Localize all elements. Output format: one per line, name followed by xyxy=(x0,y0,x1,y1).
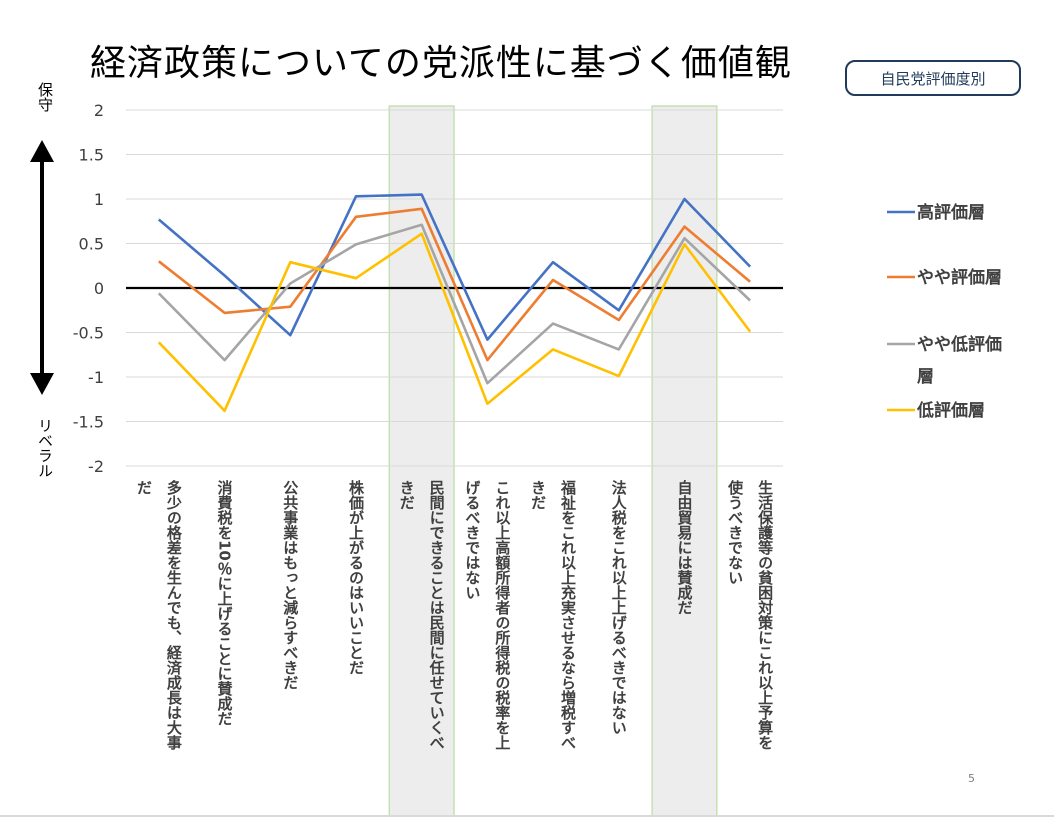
legend-label-2: やや低評価 xyxy=(917,334,1002,355)
bottom-rule xyxy=(0,815,1054,817)
x-category-label: げるべきではない xyxy=(463,480,481,600)
y-axis-top-label: 保守 xyxy=(36,82,54,112)
y-tick-label: 1.5 xyxy=(79,146,104,165)
arrow-up-icon xyxy=(30,140,54,162)
x-category-label: 民間にできることは民間に任せていくべ xyxy=(428,480,446,750)
highlight-band-8 xyxy=(651,105,718,817)
legend-label-3: 低評価層 xyxy=(916,400,985,421)
series-line-1 xyxy=(157,207,751,362)
y-tick-label: 0.5 xyxy=(79,235,104,254)
series-line-3 xyxy=(157,232,752,413)
slide-number: 5 xyxy=(968,772,975,785)
y-tick-label: 0 xyxy=(94,279,104,298)
series-line-0 xyxy=(157,193,752,341)
x-category-label: 法人税をこれ以上上げるべきではない xyxy=(610,479,628,735)
y-tick-label: 1 xyxy=(94,190,104,209)
legend-label-1: やや評価層 xyxy=(917,267,1002,288)
arrow-down-icon xyxy=(30,373,54,395)
x-category-label: 生活保護等の貧困対策にこれ以上予算を xyxy=(756,479,774,750)
x-category-label: 自由貿易には賛成だ xyxy=(675,479,693,615)
page-title: 経済政策についての党派性に基づく価値観 xyxy=(90,43,792,84)
x-category-label: 消費税を10％に上げることに賛成だ xyxy=(216,479,234,726)
series-line-2 xyxy=(157,223,751,385)
x-category-label: きだ xyxy=(398,480,416,510)
x-category-label: 株価が上がるのはいいことだ xyxy=(347,479,365,675)
x-category-label: だ xyxy=(135,480,153,495)
y-tick-label: -0.5 xyxy=(73,324,104,343)
y-tick-label: 2 xyxy=(94,101,104,120)
x-category-label: きだ xyxy=(529,480,547,510)
legend-label-2: 層 xyxy=(917,367,934,387)
x-category-label: 多少の格差を生んでも、経済成長は大事 xyxy=(165,479,183,751)
y-tick-label: -1 xyxy=(88,368,104,387)
x-category-label: 使うべきでない xyxy=(726,479,744,585)
y-axis-bottom-label: リベラル xyxy=(36,418,54,478)
y-tick-label: -1.5 xyxy=(73,413,104,432)
x-category-label: これ以上高額所得者の所得税の税率を上 xyxy=(493,480,511,750)
x-category-label: 公共事業はもっと減らすべきだ xyxy=(281,480,299,690)
y-tick-label: -2 xyxy=(88,457,104,476)
filter-badge: 自民党評価度別 xyxy=(845,60,1021,96)
x-category-label: 福祉をこれ以上充実させるなら増税すべ xyxy=(559,479,577,750)
legend-label-0: 高評価層 xyxy=(917,202,985,223)
